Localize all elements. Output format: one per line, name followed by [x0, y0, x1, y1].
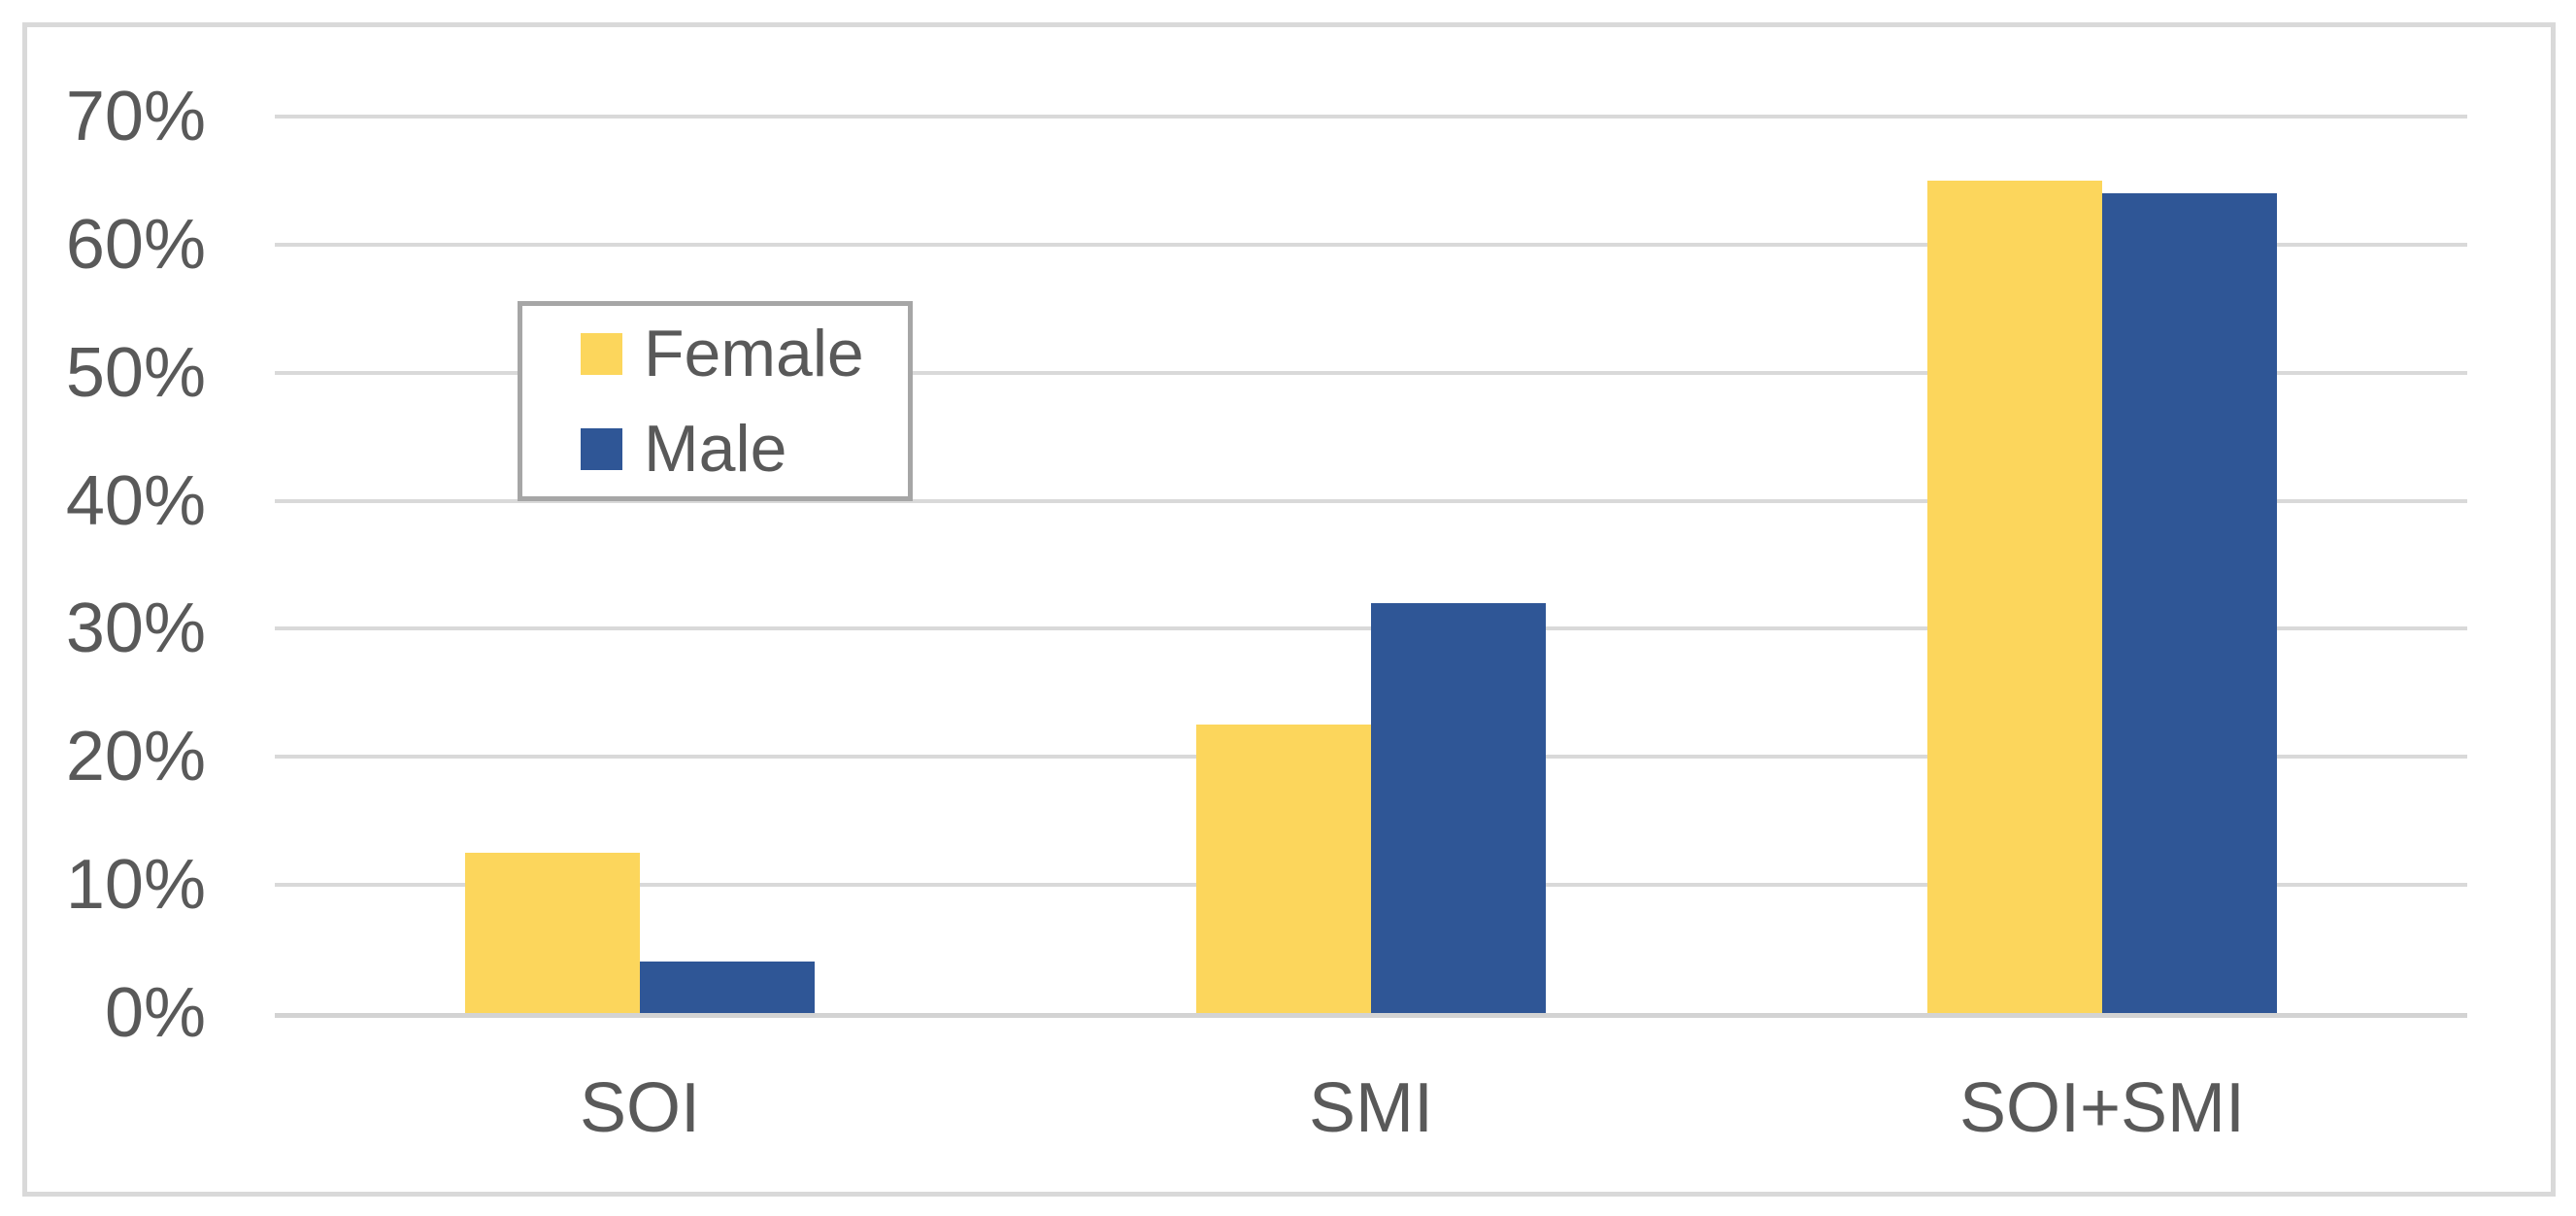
gridline — [275, 243, 2467, 247]
gridline — [275, 371, 2467, 375]
legend: Female Male — [518, 301, 913, 501]
bar-soi-male — [640, 962, 815, 1013]
legend-label-female: Female — [644, 317, 864, 390]
y-axis-tick-label: 10% — [65, 846, 206, 924]
legend-item-female: Female — [522, 306, 908, 401]
bar-smi-female — [1196, 725, 1371, 1013]
x-axis-category-label: SOI — [579, 1069, 701, 1147]
legend-swatch-female — [581, 332, 622, 375]
y-axis-tick-label: 70% — [65, 78, 206, 155]
y-axis-tick-label: 30% — [65, 590, 206, 667]
y-axis-tick-label: 40% — [65, 462, 206, 540]
bar-soi-female — [465, 853, 640, 1013]
x-axis-category-label: SMI — [1308, 1069, 1433, 1147]
bar-soi-smi-female — [1927, 181, 2102, 1013]
y-axis-tick-label: 0% — [104, 974, 206, 1052]
y-axis-tick-label: 20% — [65, 718, 206, 795]
bar-soi-smi-male — [2102, 193, 2277, 1013]
legend-item-male: Male — [522, 401, 908, 496]
chart-frame: Female Male 0% 10% 20% 30% 40% 50% 60% 70% SOI SM… — [22, 22, 2556, 1197]
x-axis-line — [275, 1013, 2467, 1018]
bar-smi-male — [1371, 603, 1546, 1013]
y-axis-tick-label: 60% — [65, 206, 206, 284]
gridline — [275, 115, 2467, 118]
y-axis-tick-label: 50% — [65, 334, 206, 412]
x-axis-category-label: SOI+SMI — [1958, 1069, 2246, 1147]
legend-swatch-male — [581, 427, 622, 470]
legend-label-male: Male — [644, 412, 787, 486]
gridline — [275, 499, 2467, 503]
